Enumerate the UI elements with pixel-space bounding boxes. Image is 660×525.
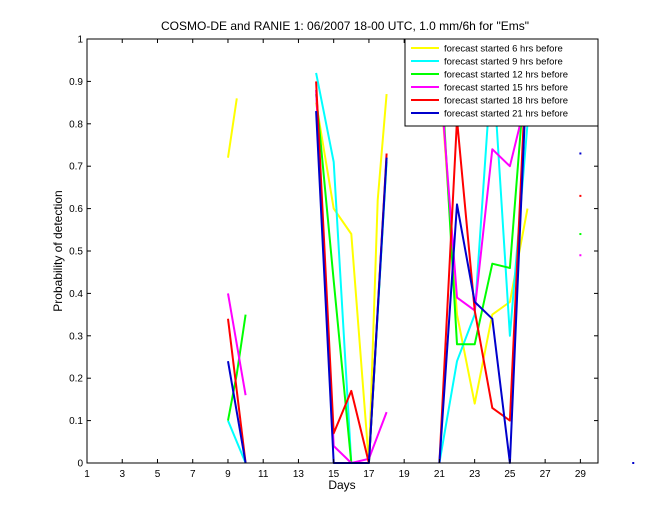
x-tick-label: 9	[225, 469, 231, 480]
x-tick-label: 3	[119, 469, 125, 480]
x-tick-label: 21	[434, 469, 446, 480]
x-tick-label: 1	[84, 469, 90, 480]
x-tick-label: 27	[540, 469, 552, 480]
x-tick-label: 25	[504, 469, 516, 480]
y-tick-label: 0.7	[69, 162, 83, 173]
y-tick-label: 0.9	[69, 77, 83, 88]
legend: forecast started 6 hrs before forecast st…	[404, 38, 599, 127]
series-line	[315, 94, 388, 464]
series-line	[438, 38, 529, 346]
y-axis-label: Probability of detection	[51, 190, 65, 311]
legend-label: forecast started 18 hrs before	[444, 96, 568, 107]
series-line	[227, 98, 238, 158]
x-tick-label: 17	[363, 469, 375, 480]
x-tick-label: 11	[258, 469, 269, 480]
x-tick-label: 7	[190, 469, 196, 480]
legend-label: forecast started 15 hrs before	[444, 83, 568, 94]
y-tick-label: 0.5	[69, 247, 83, 258]
series-line	[438, 55, 529, 464]
y-tick-label: 1	[77, 35, 83, 46]
legend-box	[404, 38, 599, 127]
y-tick-label: 0	[77, 459, 83, 470]
x-tick-label: 19	[399, 469, 411, 480]
legend-label: forecast started 12 hrs before	[444, 70, 568, 81]
x-tick-label: 13	[293, 469, 305, 480]
series-line	[227, 314, 247, 421]
legend-label: forecast started 6 hrs before	[444, 44, 563, 55]
y-tick-label: 0.8	[69, 119, 83, 130]
x-tick-label: 15	[328, 469, 340, 480]
y-tick-label: 0.3	[69, 331, 83, 342]
series-line	[438, 55, 529, 464]
series-line	[438, 38, 529, 464]
series-line	[227, 361, 247, 464]
series-1	[227, 68, 582, 464]
legend-label: forecast started 21 hrs before	[444, 109, 568, 120]
chart-title: COSMO-DE and RANIE 1: 06/2007 18-00 UTC,…	[161, 19, 529, 33]
series-line	[227, 318, 247, 464]
y-tick-label: 0.6	[69, 204, 83, 215]
legend-label: forecast started 9 hrs before	[444, 57, 563, 68]
y-tick-label: 0.1	[69, 416, 83, 427]
x-axis-label: Days	[328, 478, 355, 492]
y-tick-label: 0.2	[69, 374, 83, 385]
x-axis-ticks: 1 3 5 7 9 11 13 15 17 19 21 23 25 27 29	[84, 39, 586, 480]
series-4	[227, 68, 582, 464]
series-line	[227, 420, 247, 464]
y-tick-label: 0.4	[69, 289, 83, 300]
x-tick-label: 29	[575, 469, 587, 480]
series-line	[227, 293, 247, 396]
x-tick-label: 23	[469, 469, 481, 480]
x-tick-label: 5	[155, 469, 161, 480]
